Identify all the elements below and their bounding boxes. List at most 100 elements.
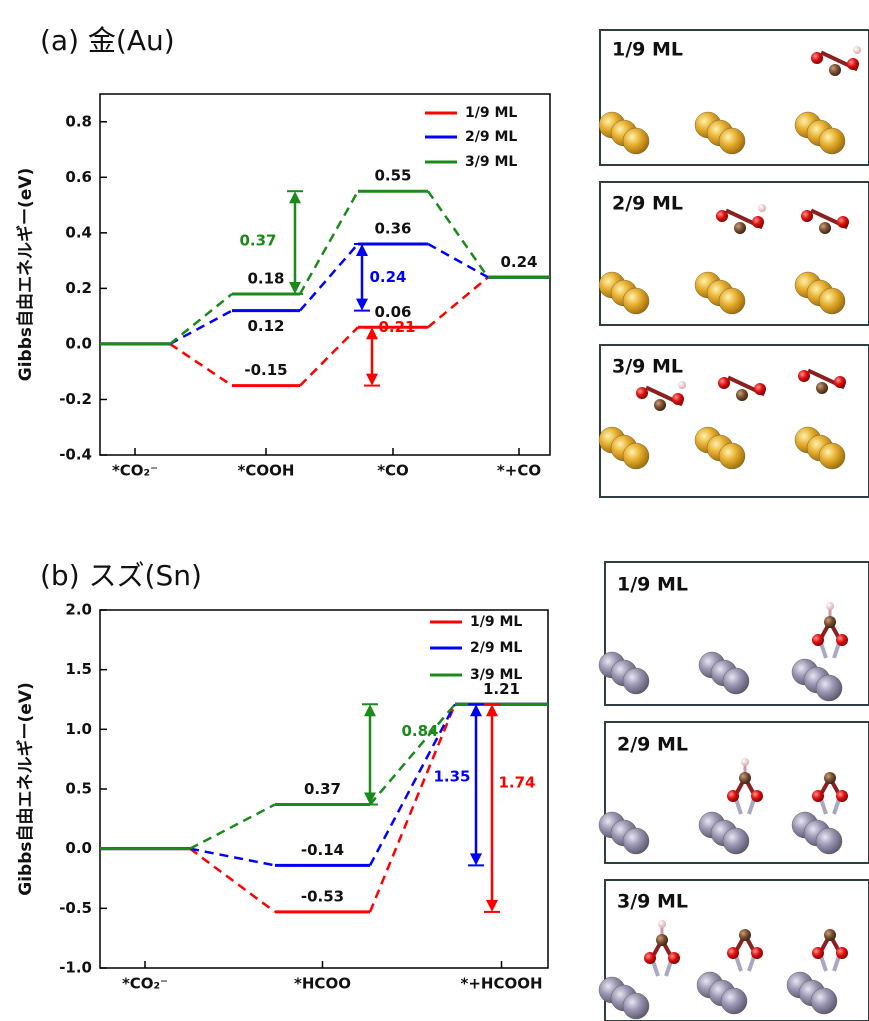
- value-label: 0.12: [247, 317, 284, 335]
- chart-title: (a) 金(Au): [40, 24, 175, 57]
- atom: [826, 602, 834, 610]
- value-label: 0.36: [374, 219, 411, 237]
- atom: [758, 204, 766, 212]
- atom: [636, 387, 648, 399]
- atom: [816, 382, 828, 394]
- arrow-head: [356, 299, 368, 311]
- atom: [801, 210, 813, 222]
- figure: (a) 金(Au)Gibbs自由エネルギー(eV)-0.4-0.20.00.20…: [0, 0, 869, 1021]
- arrow-head: [366, 374, 378, 386]
- y-axis-label: Gibbs自由エネルギー(eV): [15, 168, 36, 381]
- atom: [824, 929, 836, 941]
- atom: [811, 52, 823, 64]
- legend-label: 3/9 ML: [465, 154, 517, 170]
- arrow-head: [289, 191, 301, 203]
- atom: [623, 288, 649, 314]
- atom: [727, 790, 739, 802]
- value-label: 0.37: [304, 780, 341, 798]
- atom: [654, 399, 666, 411]
- legend-label: 1/9 ML: [465, 105, 517, 121]
- legend-label: 3/9 ML: [470, 667, 522, 683]
- atom: [723, 828, 749, 854]
- arrow-head: [289, 282, 301, 294]
- chart-title: (b) スズ(Sn): [40, 559, 202, 592]
- legend-label: 1/9 ML: [470, 614, 522, 630]
- atom: [834, 376, 846, 388]
- atom: [751, 947, 763, 959]
- atom: [723, 668, 749, 694]
- panel-label: 2/9 ML: [612, 193, 683, 215]
- y-tick-label: -1.0: [59, 959, 92, 977]
- x-tick-label: *CO: [377, 462, 409, 480]
- atom: [721, 988, 747, 1014]
- arrow-head: [470, 704, 482, 716]
- connector: [300, 327, 358, 385]
- atom: [623, 668, 649, 694]
- y-tick-label: -0.4: [59, 446, 92, 464]
- y-tick-label: 0.0: [65, 839, 92, 857]
- atom: [824, 772, 836, 784]
- atom: [623, 443, 649, 469]
- y-tick-label: 0.8: [65, 112, 92, 130]
- atom: [656, 934, 668, 946]
- panel-label: 2/9 ML: [617, 734, 688, 756]
- atom: [734, 222, 746, 234]
- atom: [736, 389, 748, 401]
- atom: [811, 988, 837, 1014]
- atom: [819, 128, 845, 154]
- y-tick-label: 1.5: [65, 660, 92, 678]
- atom: [752, 216, 764, 228]
- connector: [370, 704, 455, 804]
- atom: [754, 383, 766, 395]
- y-tick-label: 0.5: [65, 780, 92, 798]
- atom: [836, 790, 848, 802]
- connector: [300, 191, 358, 294]
- atom: [739, 772, 751, 784]
- x-tick-label: *CO₂⁻: [122, 975, 168, 993]
- y-tick-label: 0.4: [65, 223, 92, 241]
- atom: [678, 381, 686, 389]
- atom: [672, 393, 684, 405]
- difference-label: 0.37: [239, 232, 276, 250]
- y-tick-label: -0.5: [59, 899, 92, 917]
- value-label: 0.55: [374, 167, 411, 185]
- connector: [190, 849, 275, 912]
- atom: [751, 790, 763, 802]
- atom: [812, 634, 824, 646]
- arrow-head: [366, 327, 378, 339]
- atom: [824, 616, 836, 628]
- atom: [816, 675, 842, 701]
- atom: [829, 64, 841, 76]
- atom: [853, 46, 861, 54]
- connector: [428, 244, 488, 277]
- value-label: -0.15: [244, 361, 287, 379]
- atom: [727, 947, 739, 959]
- connector: [190, 805, 275, 849]
- y-tick-label: 1.0: [65, 720, 92, 738]
- y-tick-label: 0.6: [65, 168, 92, 186]
- atom: [719, 288, 745, 314]
- atom: [819, 443, 845, 469]
- value-label: 0.24: [500, 253, 537, 271]
- atom: [819, 288, 845, 314]
- x-tick-label: *+HCOOH: [460, 975, 542, 993]
- connector: [428, 277, 488, 327]
- legend-label: 2/9 ML: [470, 640, 522, 656]
- connector: [170, 311, 232, 344]
- difference-label: 1.35: [433, 768, 470, 786]
- atom: [719, 128, 745, 154]
- atom: [837, 216, 849, 228]
- arrow-head: [470, 853, 482, 865]
- atom: [816, 828, 842, 854]
- atom: [716, 210, 728, 222]
- atom: [847, 58, 859, 70]
- difference-label: 0.21: [378, 318, 415, 336]
- x-tick-label: *HCOO: [294, 975, 351, 993]
- atom: [623, 993, 649, 1019]
- atom: [741, 758, 749, 766]
- value-label: -0.53: [301, 887, 344, 905]
- atom: [812, 790, 824, 802]
- arrow-head: [486, 704, 498, 716]
- atom: [623, 828, 649, 854]
- x-tick-label: *CO₂⁻: [112, 462, 158, 480]
